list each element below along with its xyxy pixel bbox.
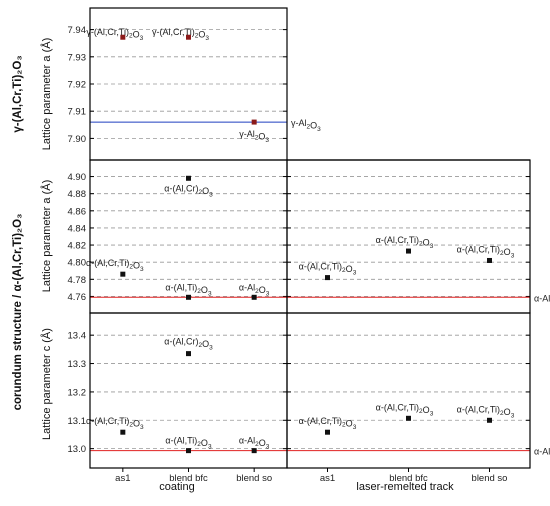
y-tick-label: 4.76 (68, 292, 87, 303)
y-tick-label: 7.93 (68, 52, 87, 63)
data-label: α-(Al,Cr,Ti)2O3 (376, 235, 434, 250)
reference-label: α-Al2O3 (534, 293, 550, 308)
x-tick-label: as1 (115, 473, 130, 484)
data-label: α-Al2O3 (239, 436, 270, 451)
data-point (186, 351, 191, 357)
xlabel-laser-remelted: laser-remelted track (356, 481, 454, 493)
y-tick-label: 4.80 (68, 258, 87, 269)
data-label: α-(Al,Cr,Ti)2O3 (299, 416, 357, 431)
data-label: α-(Al,Cr,Ti)2O3 (86, 416, 144, 431)
data-label: γ-(Al,Cr,Ti)2O3 (86, 27, 143, 42)
y-tick-label: 13.0 (68, 444, 87, 455)
y-tick-label: 7.90 (68, 134, 87, 145)
data-point (120, 271, 126, 277)
data-point (186, 294, 191, 300)
panel-top-left: 7.90 7.91 7.92 7.93 7.94 γ-Al2O3 γ-(Al,Cr,Ti)2… (68, 7, 321, 161)
data-point (325, 429, 330, 435)
y-tick-label: 13.3 (68, 359, 87, 370)
data-point (487, 257, 492, 263)
x-tick-label: blend bfc (169, 473, 208, 484)
reference-label: γ-Al2O3 (291, 118, 321, 133)
data-label: γ-Al2O3 (239, 129, 269, 144)
panel-bot-left: 13.0 13.1 13.2 13.3 13.4 α-(Al,Cr,Ti)2O3 α-(Al… (68, 312, 288, 484)
data-point (487, 417, 492, 423)
data-point (251, 119, 257, 125)
data-point (186, 175, 191, 181)
data-label: α-(Al,Ti)2O3 (165, 436, 212, 451)
y-tick-label: 7.92 (68, 80, 87, 91)
group-label-corundum: corundum structure / α-(Al,Cr,Ti)₂O₃ (12, 214, 24, 411)
data-point (251, 294, 257, 300)
y-tick-label: 4.82 (68, 241, 87, 252)
xlabel-coating: coating (159, 481, 194, 493)
data-point (186, 34, 191, 40)
data-label: α-(Al,Cr,Ti)2O3 (457, 404, 515, 419)
y-tick-label: 4.78 (68, 275, 87, 286)
y-tick-label: 4.88 (68, 189, 87, 200)
data-point (186, 448, 191, 454)
panel-bot-right: α-Al2O3 α-(Al,Cr,Ti)2O3 α-(Al,Cr,Ti)2O3 α-(… (286, 312, 550, 484)
data-point (325, 275, 330, 281)
x-tick-label: as1 (320, 473, 335, 484)
data-label: α-(Al,Cr,Ti)2O3 (457, 244, 515, 259)
data-point (120, 429, 126, 435)
y-tick-label: 4.84 (68, 223, 87, 234)
data-label: α-Al2O3 (239, 282, 270, 297)
x-tick-label: blend so (472, 473, 508, 484)
ylabel-mid: Lattice parameter a (Å) (40, 180, 53, 293)
data-label: α-(Al,Cr)2O3 (164, 183, 213, 198)
y-tick-label: 13.1 (68, 416, 87, 427)
y-tick-label: 13.4 (68, 331, 87, 342)
data-point (120, 34, 126, 40)
data-label: α-(Al,Cr,Ti)2O3 (299, 262, 357, 277)
x-tick-label: blend so (236, 473, 272, 484)
reference-label: α-Al2O3 (534, 447, 550, 462)
ylabel-bot: Lattice parameter c (Å) (40, 328, 53, 440)
group-label-gamma: γ-(Al,Cr,Ti)₂O₃ (12, 55, 24, 132)
y-tick-label: 7.91 (68, 107, 87, 118)
data-point (251, 448, 257, 454)
y-tick-label: 4.86 (68, 206, 87, 217)
y-tick-label: 7.94 (68, 25, 87, 36)
data-point (406, 415, 411, 421)
data-point (406, 248, 411, 254)
panel-mid-right: α-Al2O3 α-(Al,Cr,Ti)2O3 α-(Al,Cr,Ti)2O3 α-(… (286, 159, 550, 314)
data-label: γ-(Al,Cr,Ti)2O3 (152, 27, 209, 42)
ylabel-top: Lattice parameter a (Å) (40, 38, 53, 151)
panel-mid-left: 4.76 4.78 4.80 4.82 4.84 4.86 4.88 4.90 α-(Al,Cr… (68, 159, 288, 314)
y-tick-label: 13.2 (68, 387, 87, 398)
data-label: α-(Al,Ti)2O3 (165, 282, 212, 297)
data-label: α-(Al,Cr,Ti)2O3 (376, 402, 434, 417)
data-label: α-(Al,Cr,Ti)2O3 (86, 258, 144, 273)
x-tick-label: blend bfc (389, 473, 428, 484)
panels: 7.90 7.91 7.92 7.93 7.94 γ-Al2O3 γ-(Al,Cr,Ti)2… (68, 7, 550, 484)
panel-frame (286, 312, 531, 469)
data-label: α-(Al,Cr)2O3 (164, 337, 213, 352)
y-tick-label: 4.90 (68, 172, 87, 183)
